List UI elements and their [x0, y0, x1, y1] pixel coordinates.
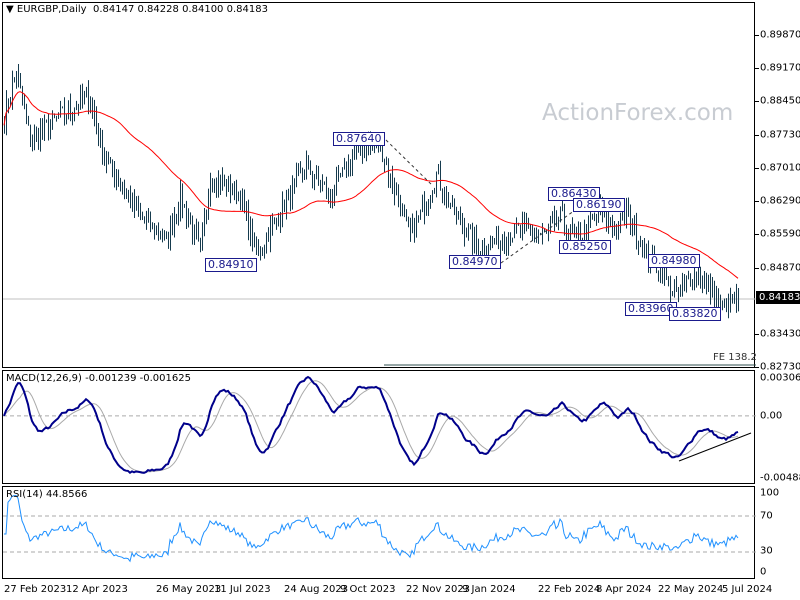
close-value: 0.84183	[226, 4, 268, 15]
price-axis-label: 0.87730	[760, 129, 800, 140]
annotation-low: 0.84910	[205, 258, 257, 272]
date-axis-label: 12 Apr 2023	[66, 584, 128, 595]
date-axis-label: 27 Feb 2023	[4, 584, 67, 595]
price-axis-label: 0.89870	[760, 29, 800, 41]
rsi-axis-label: 0	[760, 566, 767, 578]
macd-panel[interactable]	[2, 370, 756, 484]
annotation-low: 0.83820	[669, 307, 721, 321]
price-axis-tick	[755, 134, 759, 136]
date-axis-label: 22 Nov 2023	[406, 584, 471, 595]
annotation-low: 0.83960	[625, 302, 677, 316]
date-axis-label: 24 Aug 2023	[284, 584, 349, 595]
high-value: 0.84228	[137, 4, 179, 15]
price-axis-tick	[755, 367, 759, 368]
annotation-high: 0.87640	[333, 132, 385, 146]
rsi-axis-label: 100	[760, 487, 780, 499]
projection-dashed-line	[500, 207, 579, 264]
current-price-label: 0.84183	[756, 291, 800, 304]
price-axis-label: 0.86290	[760, 195, 800, 207]
rsi-label: RSI(14) 44.8566	[6, 489, 88, 500]
macd-axis-label: 0.00	[760, 410, 783, 422]
rsi-line	[4, 494, 739, 563]
date-axis-label: 22 Feb 2024	[538, 584, 601, 595]
rsi-axis-label: 70	[760, 510, 773, 522]
annotation-low: 0.84970	[449, 255, 501, 269]
date-axis-label: 22 May 2024	[658, 584, 724, 595]
rsi-panel[interactable]	[2, 486, 756, 579]
price-axis-label: 0.88450	[760, 95, 800, 107]
price-axis-label: 0.87010	[760, 162, 800, 174]
price-axis-label: 0.89170	[760, 62, 800, 74]
price-chart-svg	[3, 63, 756, 366]
date-axis-label: 8 Apr 2024	[596, 584, 652, 595]
collapse-arrow-icon[interactable]: ▼	[6, 4, 14, 15]
rsi-axis-label: 30	[760, 545, 773, 557]
price-axis-label: 0.82730	[760, 361, 800, 373]
low-value: 0.84100	[182, 4, 224, 15]
price-axis-label: 0.83430	[760, 328, 800, 340]
date-axis-label: 9 Jan 2024	[462, 584, 516, 595]
annotation-high: 0.86190	[573, 198, 625, 212]
macd-label: MACD(12,26,9) -0.001239 -0.001625	[6, 373, 191, 384]
rsi-svg	[3, 494, 756, 563]
macd-axis-label: -0.004888	[760, 472, 800, 484]
price-axis-label: 0.85590	[760, 228, 800, 240]
fe-label: FE 138.2	[713, 352, 757, 363]
macd-main-line	[3, 375, 739, 474]
price-axis-tick	[755, 234, 759, 236]
macd-svg	[3, 375, 756, 474]
price-axis-tick	[755, 35, 759, 36]
chart-header: ▼ EURGBP,Daily 0.84147 0.84228 0.84100 0…	[6, 4, 268, 15]
price-axis-tick	[755, 267, 759, 269]
open-value: 0.84147	[92, 4, 135, 15]
price-axis-tick	[755, 167, 759, 169]
price-chart-panel[interactable]	[2, 2, 756, 368]
symbol-label: EURGBP,Daily	[16, 4, 87, 15]
annotation-low: 0.84980	[648, 254, 700, 268]
price-axis-tick	[755, 67, 759, 69]
annotation-low: 0.85250	[559, 240, 611, 254]
price-axis-tick	[755, 334, 759, 336]
projection-dashed-line	[385, 139, 434, 187]
date-axis-label: 26 May 2023	[156, 584, 222, 595]
price-axis-tick	[755, 101, 759, 103]
macd-trendline	[678, 432, 752, 462]
date-axis-label: 11 Jul 2023	[214, 584, 271, 595]
price-axis-label: 0.84870	[760, 262, 800, 273]
watermark: ActionForex.com	[542, 100, 734, 126]
moving-average-line	[3, 91, 739, 279]
macd-axis-label: 0.003066	[760, 372, 800, 384]
date-axis-label: 5 Jul 2024	[722, 584, 773, 595]
price-axis-tick	[755, 201, 759, 203]
date-axis-label: 9 Oct 2023	[340, 584, 396, 595]
